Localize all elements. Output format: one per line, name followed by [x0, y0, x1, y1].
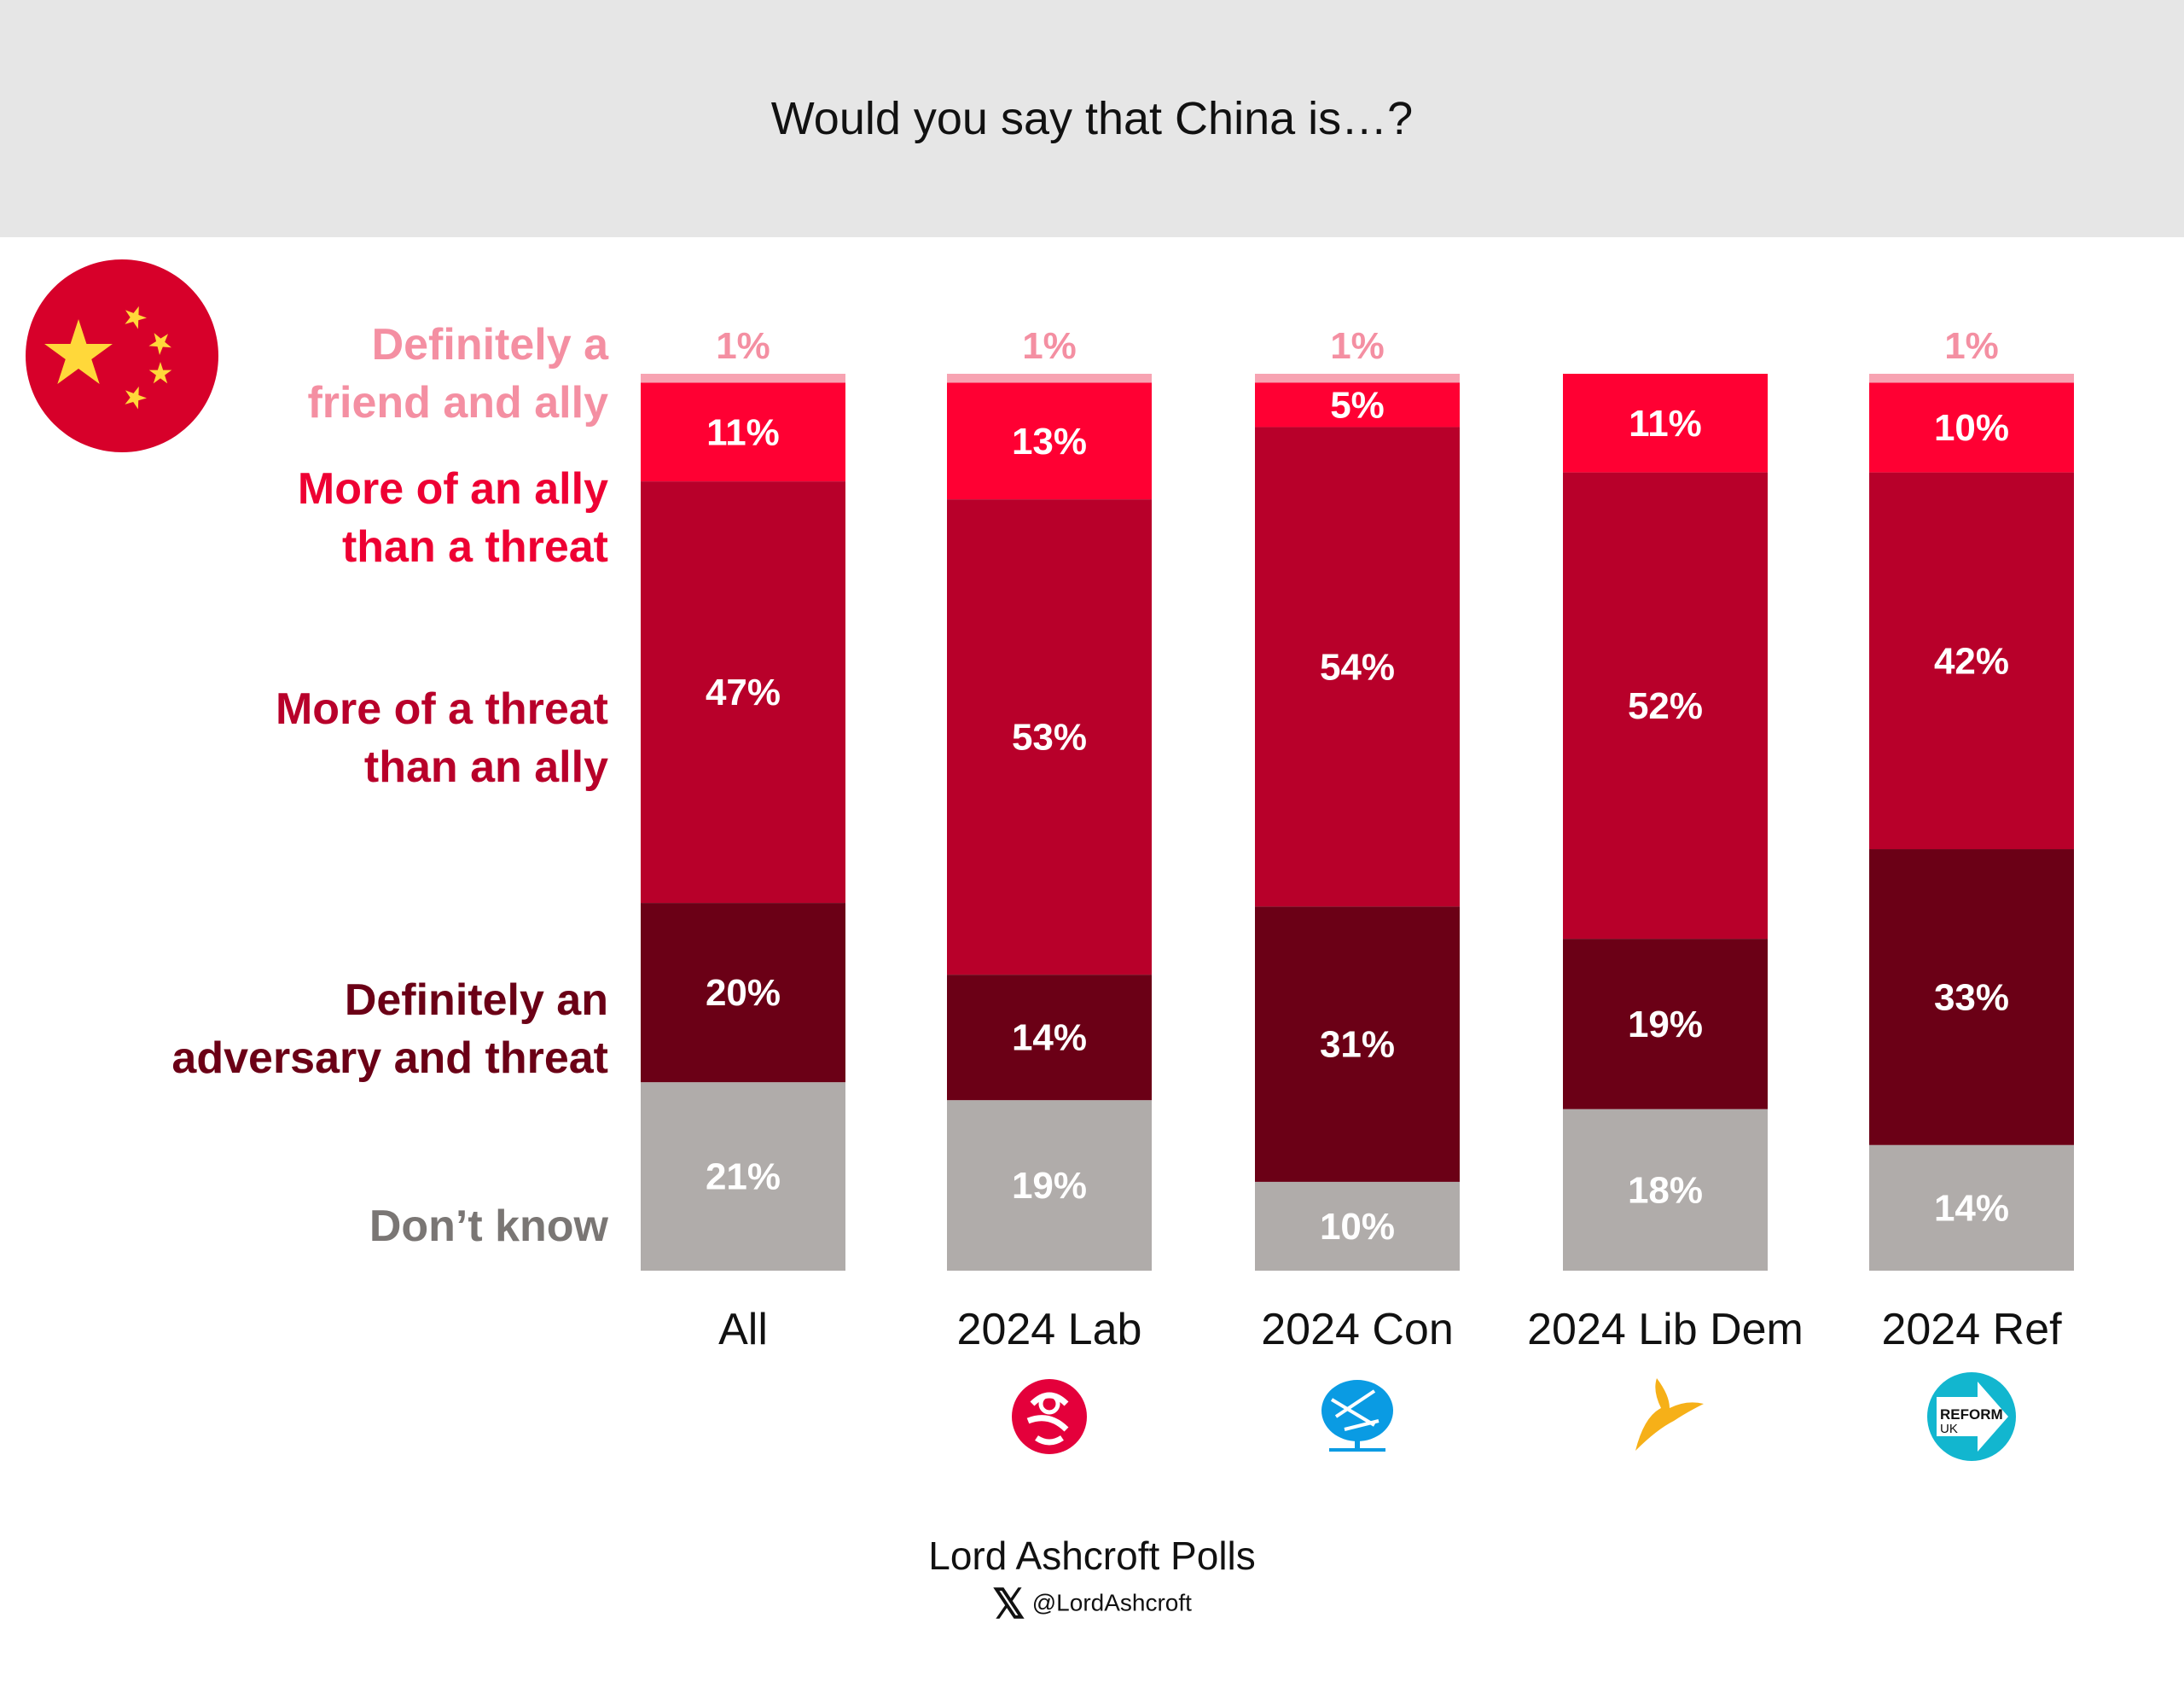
bar-segment: [1563, 472, 1768, 940]
data-label: 54%: [1320, 646, 1395, 688]
bar-segment: [947, 382, 1152, 500]
bar-segment: [1563, 1109, 1768, 1271]
category-label: 2024 Con: [1261, 1305, 1454, 1354]
legend-line: than an ally: [363, 742, 608, 792]
legend-line: Definitely an: [344, 975, 608, 1025]
header-band: [0, 0, 2184, 237]
data-label: 20%: [706, 972, 781, 1014]
data-label: 1%: [716, 325, 770, 367]
legend-line: than a threat: [341, 522, 608, 572]
bar-segment: [947, 499, 1152, 975]
data-label: 1%: [1944, 325, 1999, 367]
data-label: 1%: [1022, 325, 1077, 367]
legend-line: adversary and threat: [171, 1033, 608, 1083]
bar-segment: [947, 374, 1152, 383]
bar-segment: [1255, 427, 1460, 907]
reform-uk-arrow-icon: REFORM UK: [1927, 1372, 2016, 1461]
bar-segment: [641, 374, 845, 383]
data-label: 21%: [706, 1156, 781, 1198]
bar-segment: [1869, 1144, 2074, 1271]
legend-line: Don’t know: [369, 1202, 608, 1251]
data-label: 53%: [1012, 717, 1087, 759]
bar-segment: [641, 481, 845, 904]
legend-line: More of a threat: [275, 684, 608, 734]
data-label: 52%: [1628, 685, 1703, 727]
legend-line: friend and ally: [307, 378, 608, 428]
data-label: 11%: [1629, 403, 1702, 445]
data-label: 18%: [1628, 1169, 1703, 1211]
bar-segment: [1563, 374, 1768, 473]
data-label: 5%: [1330, 384, 1385, 426]
chart-title: Would you say that China is…?: [770, 93, 1414, 144]
category-label: 2024 Ref: [1881, 1305, 2062, 1354]
bar-segment: [1255, 906, 1460, 1182]
data-label: 19%: [1012, 1165, 1087, 1207]
conservative-tree-icon: [1321, 1380, 1393, 1452]
reform-logo-text: UK: [1940, 1422, 1958, 1436]
data-label: 10%: [1934, 407, 2009, 449]
bar-segment: [641, 903, 845, 1083]
category-label: 2024 Lab: [956, 1305, 1142, 1354]
labour-rose-icon: [1012, 1379, 1087, 1454]
data-label: 19%: [1628, 1004, 1703, 1045]
bar-segment: [947, 975, 1152, 1101]
legend-line: More of an ally: [297, 464, 608, 514]
legend-more-ally: More of an ally than a threat: [298, 460, 608, 576]
data-label: 47%: [706, 672, 781, 713]
legend-dont-know: Don’t know: [369, 1197, 608, 1255]
bar-segment: [1869, 849, 2074, 1145]
category-label: All: [718, 1305, 768, 1354]
x-logo-icon: 𝕏: [992, 1582, 1025, 1627]
data-label: 31%: [1320, 1024, 1395, 1066]
bar-segment: [947, 1100, 1152, 1271]
footer-handle[interactable]: 𝕏 @LordAshcroft: [0, 1580, 2184, 1628]
bar-segment: [1255, 1181, 1460, 1271]
legend-more-threat: More of a threat than an ally: [276, 680, 608, 796]
handle-text: @LordAshcroft: [1031, 1589, 1192, 1616]
data-label: 33%: [1934, 976, 2009, 1018]
bar-segment: [1869, 382, 2074, 473]
bar-segment: [1255, 374, 1460, 383]
bar-segment: [641, 1082, 845, 1271]
data-label: 10%: [1320, 1206, 1395, 1248]
bar-segment: [1869, 374, 2074, 383]
data-label: 14%: [1934, 1187, 2009, 1229]
reform-logo-text: REFORM: [1940, 1406, 2003, 1423]
footer-brand: Lord Ashcroft Polls: [928, 1534, 1256, 1578]
bar-segment: [1563, 939, 1768, 1109]
legend-friend-ally: Definitely a friend and ally: [307, 316, 608, 432]
data-label: 13%: [1012, 421, 1087, 463]
bar-segment: [1869, 472, 2074, 850]
legend-adversary: Definitely an adversary and threat: [171, 971, 608, 1087]
data-label: 42%: [1934, 640, 2009, 682]
data-label: 14%: [1012, 1017, 1087, 1059]
china-flag-icon: [26, 259, 218, 452]
legend-line: Definitely a: [371, 320, 608, 370]
data-label: 1%: [1330, 325, 1385, 367]
data-label: 11%: [706, 411, 780, 453]
bar-segment: [641, 382, 845, 482]
libdem-bird-icon: [1635, 1378, 1704, 1451]
bar-segment: [1255, 382, 1460, 428]
category-label: 2024 Lib Dem: [1527, 1305, 1804, 1354]
